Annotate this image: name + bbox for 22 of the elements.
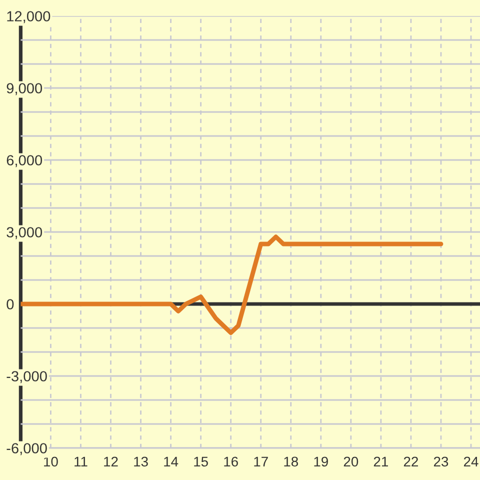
x-tick-label: 10 (44, 456, 58, 467)
x-tick-label: 22 (404, 456, 418, 466)
x-tick-label: 18 (284, 456, 298, 467)
x-tick-label: 14 (164, 456, 178, 466)
x-tick-label: 15 (194, 456, 208, 467)
y-tick-label: 12,000 (7, 11, 50, 24)
x-tick-label: 12 (104, 456, 118, 466)
y-tick-label: 3,000 (6, 227, 42, 240)
y-tick-label: 0 (6, 299, 14, 310)
x-tick-label: 11 (74, 456, 88, 466)
y-tick-label: 6,000 (6, 155, 42, 168)
x-tick-label: 19 (314, 456, 328, 467)
x-tick-label: 23 (434, 456, 448, 467)
x-tick-label: 16 (224, 456, 238, 467)
x-tick-label: 20 (344, 456, 358, 467)
y-tick-label: 9,000 (6, 83, 42, 96)
x-tick-label: 21 (374, 456, 388, 466)
x-tick-label: 17 (254, 456, 268, 466)
y-tick-label: -3,000 (6, 371, 47, 384)
x-tick-label: 24 (464, 456, 478, 466)
y-tick-label: -6,000 (6, 443, 47, 456)
x-tick-label: 13 (134, 456, 148, 467)
